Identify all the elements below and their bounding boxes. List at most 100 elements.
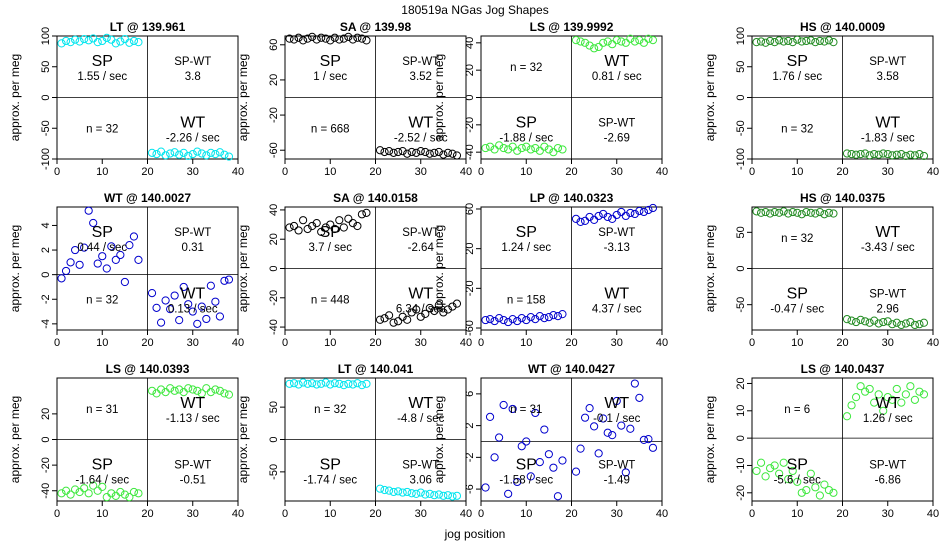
data-point	[883, 149, 892, 159]
data-point	[517, 313, 526, 323]
spwt-value: 3.06	[410, 474, 432, 486]
data-point	[915, 320, 924, 329]
data-point	[134, 489, 143, 498]
y-tick-label: -60	[464, 320, 476, 336]
data-point	[116, 37, 125, 46]
panel-4: HS @ 140.0009 0 10 20 30 40 -100 -50 0 50 100 appro…	[703, 20, 939, 178]
spwt-label: SP-WT	[869, 288, 906, 300]
data-point	[639, 38, 649, 47]
data-point	[531, 314, 540, 324]
data-point	[407, 308, 416, 317]
data-point	[321, 223, 330, 232]
data-point	[820, 210, 829, 219]
x-tick-label: 0	[749, 166, 755, 178]
y-tick-label: -100	[40, 148, 52, 170]
data-point	[870, 149, 879, 159]
data-point	[294, 380, 303, 389]
data-point	[553, 312, 563, 321]
data-point	[874, 319, 883, 328]
data-point	[870, 316, 879, 325]
data-point	[919, 390, 929, 399]
y-tick-label: 0	[268, 265, 280, 271]
data-point	[544, 450, 553, 459]
data-point	[635, 206, 644, 216]
data-point	[824, 208, 834, 217]
data-point	[211, 297, 220, 306]
spwt-value: -2.64	[408, 242, 435, 254]
data-point	[495, 141, 504, 150]
panel-8: HS @ 140.0375 0 10 20 30 40 -50 0 50 approx. per …	[703, 191, 939, 349]
panel-title: HS @ 140.0009	[800, 20, 885, 34]
data-point	[188, 149, 197, 159]
data-point	[380, 147, 389, 157]
data-point	[89, 218, 98, 228]
data-point	[499, 143, 508, 153]
data-point	[617, 421, 626, 430]
data-point	[421, 309, 430, 318]
data-point	[806, 469, 815, 478]
data-point	[125, 493, 134, 502]
data-point	[375, 146, 385, 155]
data-point	[443, 305, 452, 314]
data-point	[102, 493, 111, 502]
y-tick-label: 0	[735, 265, 747, 271]
n-count: n = 6	[784, 404, 810, 416]
data-point	[779, 458, 788, 467]
data-point	[580, 38, 590, 47]
data-point	[193, 319, 202, 328]
data-point	[910, 320, 920, 330]
panel-2: SA @ 139.98 0 10 20 30 40 -60 -20 20 60 approx. pe…	[236, 20, 472, 178]
y-axis-label: approx. per meg	[236, 54, 250, 141]
sp-label: SP	[516, 456, 537, 473]
data-point	[394, 487, 403, 496]
data-point	[779, 207, 788, 216]
data-point	[558, 456, 567, 465]
data-point	[156, 385, 166, 394]
data-point	[861, 317, 870, 326]
data-point	[608, 40, 617, 49]
data-point	[285, 379, 294, 388]
data-point	[129, 487, 139, 497]
data-point	[215, 312, 224, 321]
data-point	[608, 431, 617, 440]
data-point	[439, 491, 448, 500]
data-point	[590, 44, 599, 53]
data-point	[770, 461, 779, 470]
data-point	[430, 306, 439, 316]
y-tick-label: 40	[268, 204, 280, 216]
y-tick-label: -40	[268, 319, 280, 335]
data-point	[495, 313, 504, 323]
data-point	[147, 148, 157, 157]
y-axis-label: approx. per meg	[703, 54, 717, 141]
data-point	[531, 408, 540, 418]
x-tick-label: 0	[54, 508, 60, 520]
data-point	[802, 485, 811, 495]
wt-label: WT	[875, 114, 900, 131]
data-point	[879, 317, 888, 327]
y-tick-label: -50	[40, 120, 52, 136]
data-point	[544, 313, 553, 322]
data-point	[71, 485, 80, 494]
x-tick-label: 10	[96, 508, 108, 520]
spwt-value: 0.31	[182, 242, 204, 254]
spwt-label: SP-WT	[598, 117, 635, 129]
data-point	[901, 319, 910, 328]
x-tick-label: 30	[882, 166, 894, 178]
data-point	[425, 303, 434, 313]
data-point	[888, 320, 897, 329]
data-point	[770, 207, 779, 217]
data-point	[294, 226, 303, 235]
data-point	[892, 318, 901, 327]
data-point	[430, 148, 439, 157]
data-point	[829, 488, 838, 497]
data-point	[193, 386, 202, 395]
x-tick-label: 30	[415, 337, 427, 349]
y-tick-label: -60	[268, 142, 280, 158]
x-tick-label: 10	[96, 337, 108, 349]
data-point	[526, 313, 535, 322]
x-tick-label: 30	[187, 508, 199, 520]
wt-rate: 0.13 / sec	[168, 303, 218, 315]
data-point	[211, 385, 220, 394]
